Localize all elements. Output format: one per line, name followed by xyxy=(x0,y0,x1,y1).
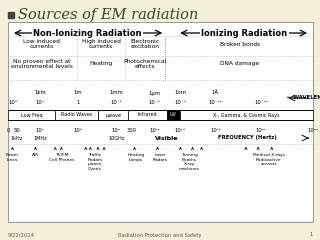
Text: Low induced
currents: Low induced currents xyxy=(23,39,60,49)
Text: 10¹⁵: 10¹⁵ xyxy=(175,128,186,133)
Text: Medical X-rays
Radioactive
sensors: Medical X-rays Radioactive sensors xyxy=(253,153,285,166)
Text: 10³: 10³ xyxy=(36,128,44,133)
Text: 10³: 10³ xyxy=(36,100,44,104)
Text: No proven effect at
environmental levels: No proven effect at environmental levels xyxy=(11,59,73,69)
Text: 10GHz: 10GHz xyxy=(108,136,124,140)
Text: 10⁶: 10⁶ xyxy=(74,128,83,133)
Text: 1m: 1m xyxy=(74,90,83,96)
Text: Visible: Visible xyxy=(156,136,179,140)
Text: 10²⁴: 10²⁴ xyxy=(308,128,318,133)
Text: Power
Lines: Power Lines xyxy=(6,153,19,162)
Text: FREQUENCY (Hertz): FREQUENCY (Hertz) xyxy=(219,136,277,140)
Bar xyxy=(55,110,98,120)
Bar xyxy=(98,110,128,120)
Text: Non-Ionizing Radiation: Non-Ionizing Radiation xyxy=(33,29,141,37)
Text: Radiation Protection and Safety: Radiation Protection and Safety xyxy=(118,233,202,238)
Text: 10⁹: 10⁹ xyxy=(112,128,121,133)
Text: Photochemical
effects: Photochemical effects xyxy=(124,59,167,69)
Text: Sources of EM radiation: Sources of EM radiation xyxy=(18,8,198,22)
Text: μwave: μwave xyxy=(105,113,121,118)
Text: Tanning
Booths
X-ray
machines: Tanning Booths X-ray machines xyxy=(179,153,200,171)
Bar xyxy=(180,110,313,120)
Text: DNA damage: DNA damage xyxy=(220,61,260,66)
Text: High induced
currents: High induced currents xyxy=(82,39,120,49)
Text: Ionizing Radiation: Ionizing Radiation xyxy=(201,29,287,37)
Text: 1km: 1km xyxy=(34,90,46,96)
Bar xyxy=(8,110,55,120)
Text: 10¹⁸: 10¹⁸ xyxy=(210,128,221,133)
Text: 10²¹: 10²¹ xyxy=(256,128,267,133)
Text: 1nm: 1nm xyxy=(174,90,186,96)
Text: 1mm: 1mm xyxy=(109,90,123,96)
Text: Low Freq: Low Freq xyxy=(21,113,43,118)
Text: AM: AM xyxy=(32,153,39,157)
Bar xyxy=(167,110,180,120)
Text: 1: 1 xyxy=(76,100,80,104)
Text: Infrared: Infrared xyxy=(138,113,157,118)
Text: 10¹²: 10¹² xyxy=(149,128,160,133)
Text: 10⁶: 10⁶ xyxy=(8,100,17,104)
Text: 1: 1 xyxy=(310,233,313,238)
Text: 10⁻⁶: 10⁻⁶ xyxy=(148,100,160,104)
Text: Radio Waves: Radio Waves xyxy=(61,113,92,118)
Text: 1kHz: 1kHz xyxy=(11,136,23,140)
Text: 10⁻⁹: 10⁻⁹ xyxy=(174,100,186,104)
Text: 10⁻¹²: 10⁻¹² xyxy=(209,100,222,104)
Text: Electronic
excitation: Electronic excitation xyxy=(131,39,160,49)
Text: X-, Gamma, & Cosmic Rays: X-, Gamma, & Cosmic Rays xyxy=(213,113,280,118)
Text: 0: 0 xyxy=(6,128,10,133)
Text: 1MHz: 1MHz xyxy=(33,136,47,140)
Text: Heating
Lamps: Heating Lamps xyxy=(127,153,145,162)
Text: ← WAVELENGTH (meters): ← WAVELENGTH (meters) xyxy=(287,96,320,101)
Bar xyxy=(8,22,313,222)
Text: 50: 50 xyxy=(14,128,20,133)
Text: 10⁻³: 10⁻³ xyxy=(110,100,122,104)
Text: Traffic
Radars
μwave
Ovens: Traffic Radars μwave Ovens xyxy=(87,153,102,171)
Text: 10⁻¹⁵: 10⁻¹⁵ xyxy=(254,100,268,104)
Bar xyxy=(128,110,167,120)
Text: Broken bonds: Broken bonds xyxy=(220,42,260,47)
Text: Heating: Heating xyxy=(90,61,113,66)
Text: Laser
Radars: Laser Radars xyxy=(153,153,168,162)
Text: TV/FM
Cell Phones: TV/FM Cell Phones xyxy=(49,153,74,162)
Text: UV: UV xyxy=(170,113,177,118)
Text: 1Å: 1Å xyxy=(212,90,219,96)
Text: 9/22/2014: 9/22/2014 xyxy=(8,233,35,238)
Text: 300: 300 xyxy=(126,128,137,133)
Text: 1μm: 1μm xyxy=(148,90,160,96)
